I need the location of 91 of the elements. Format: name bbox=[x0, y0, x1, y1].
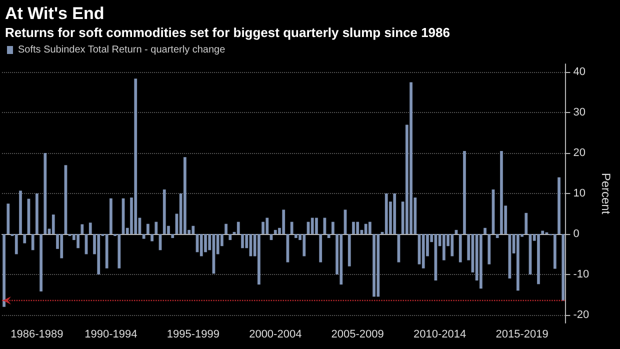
bar bbox=[142, 234, 146, 239]
y-tick-label: 30 bbox=[573, 106, 586, 119]
bar bbox=[463, 151, 466, 234]
bar bbox=[76, 234, 80, 248]
bar bbox=[40, 234, 42, 292]
bar bbox=[36, 194, 38, 234]
bar bbox=[80, 224, 84, 234]
bar bbox=[364, 224, 368, 234]
bar bbox=[479, 234, 482, 289]
bar bbox=[23, 234, 26, 244]
bar bbox=[315, 218, 318, 234]
bar bbox=[500, 151, 503, 234]
x-tick-label: 1986-1989 bbox=[10, 328, 64, 340]
bar bbox=[31, 234, 34, 250]
y-axis-title: Percent bbox=[599, 172, 613, 215]
legend-label: Softs Subindex Total Return - quarterly change bbox=[18, 44, 226, 56]
bar bbox=[384, 194, 388, 234]
bar bbox=[266, 218, 269, 234]
bar bbox=[372, 234, 376, 297]
bar bbox=[6, 204, 10, 234]
bar bbox=[294, 234, 298, 238]
bar bbox=[553, 234, 556, 269]
bar bbox=[496, 234, 499, 238]
bar bbox=[200, 234, 203, 256]
bar bbox=[376, 234, 380, 297]
y-tick-label: -20 bbox=[573, 308, 590, 321]
bar bbox=[562, 234, 565, 301]
bar bbox=[52, 214, 55, 234]
bar bbox=[410, 82, 412, 234]
bar bbox=[274, 230, 277, 234]
bar bbox=[488, 234, 491, 264]
bar bbox=[442, 234, 446, 260]
bar bbox=[282, 210, 286, 234]
y-tick-label: 40 bbox=[573, 66, 586, 78]
bar bbox=[310, 218, 314, 234]
bar bbox=[97, 234, 100, 274]
bar bbox=[44, 153, 47, 234]
bar bbox=[146, 224, 150, 234]
y-tick-label: 20 bbox=[573, 147, 586, 160]
bar bbox=[393, 194, 396, 234]
bar bbox=[524, 212, 528, 234]
bar bbox=[171, 234, 174, 238]
x-tick-label: 2005-2009 bbox=[331, 328, 384, 340]
bar bbox=[204, 234, 207, 252]
bar bbox=[236, 222, 240, 234]
bar bbox=[262, 222, 264, 234]
x-tick-label: 2010-2014 bbox=[414, 328, 466, 340]
x-tick-label: 2000-2004 bbox=[249, 328, 302, 340]
bar bbox=[484, 228, 486, 234]
x-tick-label: 1995-1999 bbox=[166, 328, 220, 340]
bar bbox=[422, 234, 425, 268]
bar bbox=[228, 234, 232, 240]
bar bbox=[224, 224, 228, 234]
bar bbox=[516, 234, 520, 291]
bar bbox=[327, 234, 330, 238]
bar bbox=[241, 234, 244, 248]
bar bbox=[192, 226, 195, 234]
y-tick-label: 10 bbox=[573, 188, 586, 200]
bar bbox=[302, 234, 306, 256]
bar bbox=[319, 234, 322, 262]
y-tick-label: -10 bbox=[573, 268, 590, 280]
bar bbox=[356, 222, 360, 234]
bar bbox=[340, 234, 343, 285]
bar bbox=[105, 234, 108, 268]
bar bbox=[110, 198, 112, 234]
chart-subtitle: Returns for soft commodities set for biggest quarterly slump since 1986 bbox=[5, 25, 450, 40]
x-tick-label: 2015-2019 bbox=[496, 328, 548, 340]
bar bbox=[184, 157, 186, 234]
bar bbox=[162, 189, 166, 234]
x-tick-label: 1990-1994 bbox=[84, 328, 138, 340]
bar bbox=[88, 222, 92, 234]
bar bbox=[348, 234, 351, 266]
bar bbox=[118, 234, 121, 268]
bar bbox=[19, 190, 22, 234]
bar bbox=[134, 78, 138, 234]
bar bbox=[150, 234, 154, 242]
bar bbox=[352, 222, 355, 234]
bar bbox=[14, 234, 18, 254]
bar bbox=[458, 234, 462, 262]
y-tick-label: 0 bbox=[573, 228, 580, 240]
bar bbox=[537, 234, 540, 284]
bar bbox=[257, 234, 260, 285]
bar bbox=[331, 222, 334, 234]
bar bbox=[368, 222, 372, 234]
bar bbox=[558, 177, 560, 234]
bar bbox=[290, 222, 294, 234]
chart-title: At Wit's End bbox=[5, 4, 104, 23]
bar bbox=[154, 222, 158, 234]
bar bbox=[60, 234, 64, 258]
bar bbox=[541, 230, 544, 234]
bar bbox=[450, 234, 454, 256]
